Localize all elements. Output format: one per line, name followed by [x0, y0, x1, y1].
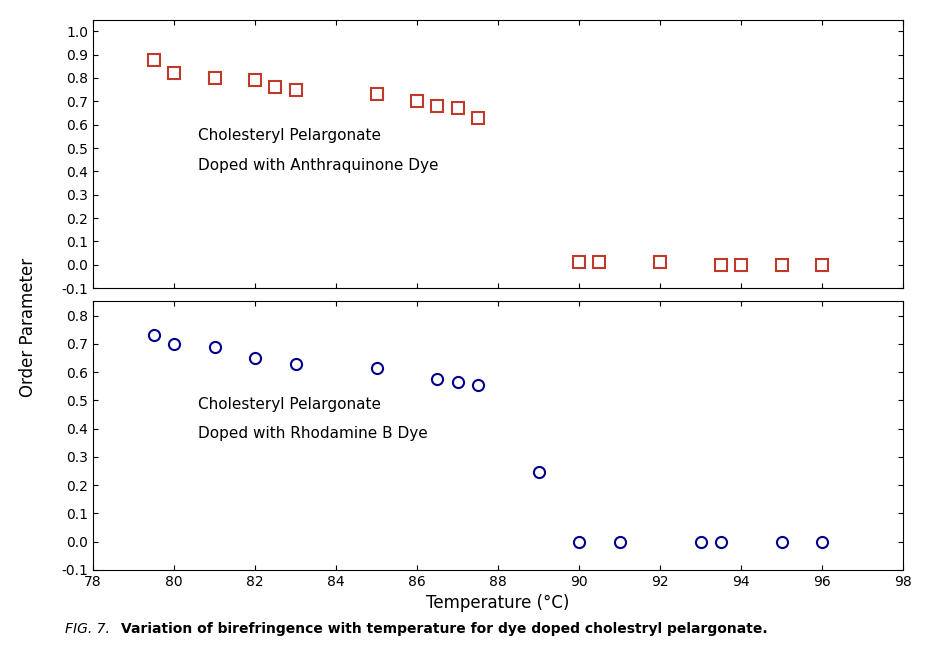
- Text: Doped with Rhodamine B Dye: Doped with Rhodamine B Dye: [198, 426, 428, 441]
- X-axis label: Temperature (°C): Temperature (°C): [426, 594, 570, 612]
- Text: Doped with Anthraquinone Dye: Doped with Anthraquinone Dye: [198, 158, 439, 173]
- Text: Order Parameter: Order Parameter: [19, 258, 36, 397]
- Text: FIG. 7.: FIG. 7.: [65, 622, 115, 636]
- Text: Variation of birefringence with temperature for dye doped cholestryl pelargonate: Variation of birefringence with temperat…: [121, 622, 768, 636]
- Text: Cholesteryl Pelargonate: Cholesteryl Pelargonate: [198, 128, 382, 143]
- Text: Cholesteryl Pelargonate: Cholesteryl Pelargonate: [198, 397, 382, 412]
